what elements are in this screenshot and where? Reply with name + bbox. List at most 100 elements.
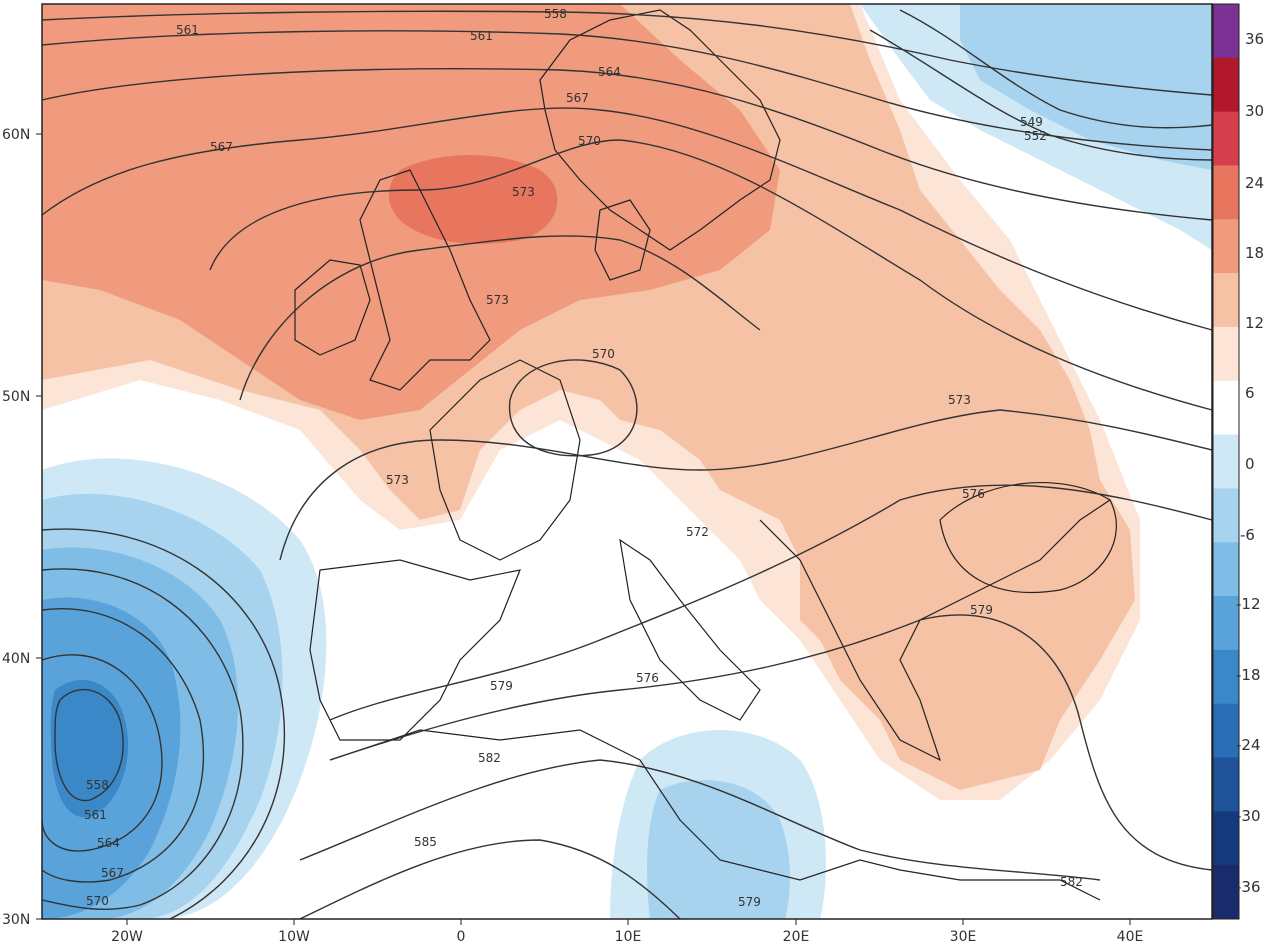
colorbar xyxy=(1212,3,1240,920)
contour-label: 567 xyxy=(566,91,589,105)
colorbar-segment xyxy=(1213,273,1239,328)
cold-anomaly-ne-light xyxy=(960,4,1212,170)
contour-low-570 xyxy=(41,528,286,920)
coast-iberia xyxy=(309,559,521,741)
contour-564 xyxy=(41,68,1213,221)
contour-label: 570 xyxy=(578,134,601,148)
contour-label: 579 xyxy=(490,679,513,693)
contour-label: 585 xyxy=(414,835,437,849)
contour-585 xyxy=(299,839,681,920)
colorbar-label: 30 xyxy=(1245,102,1264,120)
colorbar-label: -24 xyxy=(1236,736,1261,754)
colorbar-label: -12 xyxy=(1236,595,1261,613)
contour-labels: 558 561 561 564 567 567 570 573 573 570 … xyxy=(84,7,1083,909)
contour-label: 558 xyxy=(544,7,567,21)
contour-label: 567 xyxy=(210,140,233,154)
map-frame-border xyxy=(41,3,1213,920)
contour-573-north xyxy=(239,235,761,401)
contour-low-567 xyxy=(41,568,244,910)
colorbar-segment xyxy=(1213,57,1239,113)
colorbar-segment xyxy=(1213,649,1239,705)
lat-label: 50N xyxy=(2,389,30,405)
cold-anomaly-sw-core xyxy=(50,680,129,818)
coast-denmark xyxy=(594,199,651,281)
colorbar-segment xyxy=(1213,219,1239,274)
contour-label: 579 xyxy=(738,895,761,909)
colorbar-label: -36 xyxy=(1236,878,1261,896)
colorbar-segment xyxy=(1213,4,1239,59)
contour-low-561 xyxy=(41,654,163,852)
contour-570 xyxy=(209,139,1213,411)
colorbar-label: 0 xyxy=(1245,455,1255,473)
contour-573-south xyxy=(279,409,1213,561)
coastlines xyxy=(294,9,1117,901)
contour-low-558 xyxy=(54,689,124,802)
lon-label: 10W xyxy=(278,929,310,945)
colorbar-label: 18 xyxy=(1245,244,1264,262)
colorbar-segment xyxy=(1213,596,1239,651)
colorbar-label: 36 xyxy=(1245,30,1264,48)
colorbar-segment xyxy=(1213,326,1239,382)
coast-britain xyxy=(359,169,491,391)
contour-label: 576 xyxy=(962,487,985,501)
warm-anomaly-east xyxy=(850,434,1127,721)
lat-label: 60N xyxy=(2,127,30,143)
colorbar-segment xyxy=(1213,811,1239,866)
contour-579 xyxy=(329,614,1213,871)
coast-france xyxy=(429,359,581,561)
coast-scandinavia xyxy=(539,9,781,251)
contour-570-belgium xyxy=(508,359,638,457)
contour-label: 561 xyxy=(176,23,199,37)
contour-label: 579 xyxy=(970,603,993,617)
contour-558-north xyxy=(41,10,1213,96)
colorbar-segment xyxy=(1213,165,1239,220)
contour-label: 573 xyxy=(486,293,509,307)
contour-label: 564 xyxy=(97,836,120,850)
contour-label: 573 xyxy=(948,393,971,407)
contour-label: 564 xyxy=(598,65,621,79)
coast-ireland xyxy=(294,259,371,356)
colorbar-segment xyxy=(1213,488,1239,543)
contour-label: 573 xyxy=(512,185,535,199)
coast-balkans xyxy=(759,499,1111,762)
lon-label: 40E xyxy=(1117,929,1144,945)
colorbar-segment xyxy=(1213,434,1239,489)
contour-label: 582 xyxy=(478,751,501,765)
coast-italy xyxy=(619,538,761,721)
contour-label: 576 xyxy=(636,671,659,685)
lon-label: 0 xyxy=(457,929,466,945)
colorbar-segment xyxy=(1213,380,1239,436)
contour-567 xyxy=(41,107,1213,331)
lon-label: 20E xyxy=(783,929,810,945)
contour-label: 570 xyxy=(592,347,615,361)
contour-label: 567 xyxy=(101,866,124,880)
warm-anomaly-strong xyxy=(388,155,558,244)
contour-label: 582 xyxy=(1060,875,1083,889)
colorbar-label: -18 xyxy=(1236,666,1261,684)
coast-black-sea xyxy=(939,482,1117,594)
longitude-axis: 20W 10W 0 10E 20E 30E 40E xyxy=(111,919,1143,945)
colorbar-segment xyxy=(1213,757,1239,812)
coast-north-africa xyxy=(329,729,1101,901)
contour-label: 572 xyxy=(686,525,709,539)
lon-label: 20W xyxy=(111,929,143,945)
lon-label: 10E xyxy=(615,929,642,945)
contour-561-north xyxy=(41,30,1213,151)
contour-582 xyxy=(299,759,1101,881)
colorbar-label: 6 xyxy=(1245,384,1255,402)
contour-label: 552 xyxy=(1024,129,1047,143)
colorbar-labels: 36 30 24 18 12 6 0 -6 -12 -18 -24 -30 -3… xyxy=(1236,30,1264,896)
contour-576 xyxy=(329,484,1213,721)
colorbar-segment xyxy=(1213,703,1239,759)
lat-label: 40N xyxy=(2,651,30,667)
colorbar-label: 12 xyxy=(1245,314,1264,332)
contour-label: 561 xyxy=(84,808,107,822)
colorbar-label: 24 xyxy=(1245,174,1264,192)
colorbar-border xyxy=(1212,3,1240,920)
contour-label: 558 xyxy=(86,778,109,792)
contour-lines xyxy=(41,9,1213,920)
cold-anomaly-med-light xyxy=(647,780,790,919)
lon-label: 30E xyxy=(950,929,977,945)
anomaly-fill xyxy=(42,4,1212,919)
